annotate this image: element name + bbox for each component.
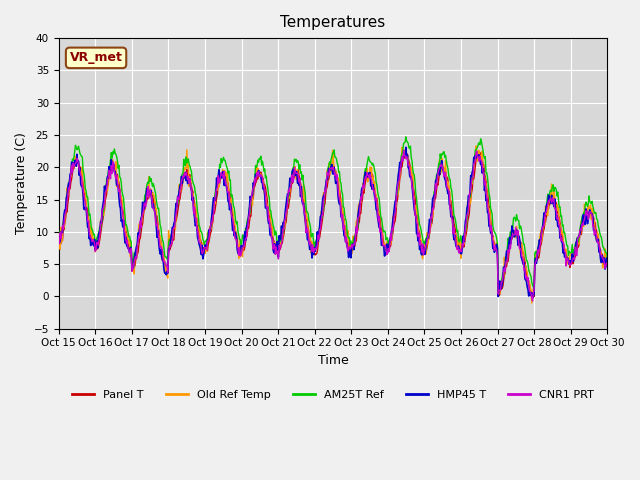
Title: Temperatures: Temperatures <box>280 15 386 30</box>
Text: VR_met: VR_met <box>70 51 122 64</box>
X-axis label: Time: Time <box>317 354 348 367</box>
Y-axis label: Temperature (C): Temperature (C) <box>15 132 28 234</box>
Legend: Panel T, Old Ref Temp, AM25T Ref, HMP45 T, CNR1 PRT: Panel T, Old Ref Temp, AM25T Ref, HMP45 … <box>67 385 598 405</box>
